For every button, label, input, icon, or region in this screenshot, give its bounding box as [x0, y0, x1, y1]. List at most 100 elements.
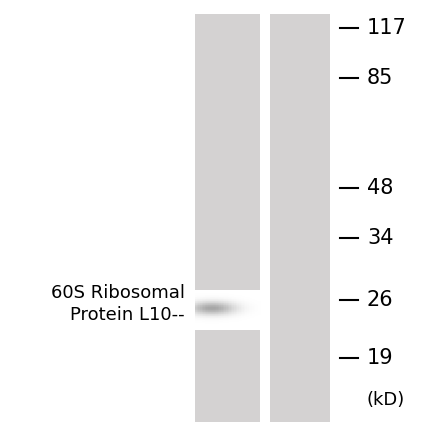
Bar [234, 290, 236, 291]
Bar [236, 303, 238, 304]
Bar [195, 313, 197, 314]
Bar [226, 299, 228, 300]
Bar [258, 320, 260, 321]
Bar [242, 290, 244, 291]
Bar [200, 296, 202, 297]
Bar [242, 316, 244, 317]
Bar [227, 324, 230, 325]
Bar [195, 303, 197, 304]
Bar [257, 290, 259, 291]
Bar [241, 325, 242, 326]
Bar [206, 310, 209, 311]
Bar [242, 327, 244, 328]
Bar [220, 300, 221, 301]
Bar [232, 296, 235, 297]
Bar [198, 290, 200, 291]
Bar [249, 301, 251, 302]
Bar [232, 297, 235, 298]
Bar [246, 326, 247, 328]
Bar [249, 309, 251, 310]
Bar [195, 305, 197, 306]
Bar [231, 291, 233, 292]
Bar [208, 299, 210, 300]
Bar [255, 328, 257, 329]
Bar [206, 316, 209, 317]
Bar [205, 328, 207, 329]
Bar [241, 314, 242, 316]
Bar [203, 292, 205, 293]
Bar [206, 315, 209, 316]
Bar [205, 315, 207, 316]
Bar [211, 312, 213, 313]
Bar [252, 296, 254, 297]
Bar [257, 326, 259, 328]
Bar [258, 293, 260, 295]
Bar [220, 303, 221, 304]
Bar [237, 303, 239, 304]
Bar [247, 318, 249, 320]
Bar [234, 311, 236, 312]
Bar [236, 291, 238, 292]
Bar [205, 322, 207, 324]
Bar [237, 322, 239, 324]
Bar [252, 307, 254, 308]
Bar [198, 329, 200, 330]
Bar [232, 316, 235, 317]
Bar [223, 325, 225, 326]
Bar [255, 309, 257, 310]
Bar [220, 318, 221, 319]
Bar [242, 318, 244, 320]
Bar [255, 320, 257, 321]
Bar [232, 312, 235, 314]
Bar [198, 320, 200, 321]
Bar [202, 294, 204, 295]
Bar [242, 300, 244, 301]
Bar [252, 324, 254, 325]
Bar [239, 303, 241, 304]
Bar [215, 322, 216, 324]
Bar [209, 314, 212, 316]
Bar [229, 323, 231, 324]
Bar [215, 293, 216, 294]
Bar [241, 327, 242, 328]
Bar [246, 321, 247, 322]
Bar [246, 314, 247, 316]
Bar [244, 328, 246, 329]
Bar [221, 309, 223, 310]
Bar [252, 303, 254, 304]
Bar [239, 302, 241, 303]
Bar [195, 322, 197, 324]
Bar [229, 321, 231, 322]
Bar [203, 293, 205, 295]
Bar [232, 315, 235, 316]
Bar [208, 306, 210, 308]
Bar [202, 329, 204, 330]
Bar [218, 321, 220, 322]
Bar [221, 294, 223, 295]
Bar [229, 321, 231, 323]
Bar [234, 310, 236, 311]
Bar [226, 305, 228, 306]
Bar [244, 314, 246, 315]
Bar [232, 322, 235, 324]
Bar [236, 295, 238, 296]
Bar [216, 320, 218, 321]
Bar [216, 312, 218, 313]
Bar [200, 311, 202, 312]
Bar [236, 299, 238, 300]
Bar [197, 320, 199, 321]
Bar [223, 302, 225, 303]
Bar [197, 310, 199, 312]
Bar [197, 315, 199, 316]
Bar [252, 320, 254, 321]
Bar [249, 328, 251, 329]
Bar [215, 298, 216, 299]
Bar [202, 314, 204, 315]
Bar [249, 307, 251, 308]
Bar [253, 305, 256, 306]
Bar [246, 327, 247, 328]
Bar [208, 293, 210, 295]
Bar [216, 294, 218, 295]
Bar [241, 305, 242, 306]
Bar [239, 312, 241, 313]
